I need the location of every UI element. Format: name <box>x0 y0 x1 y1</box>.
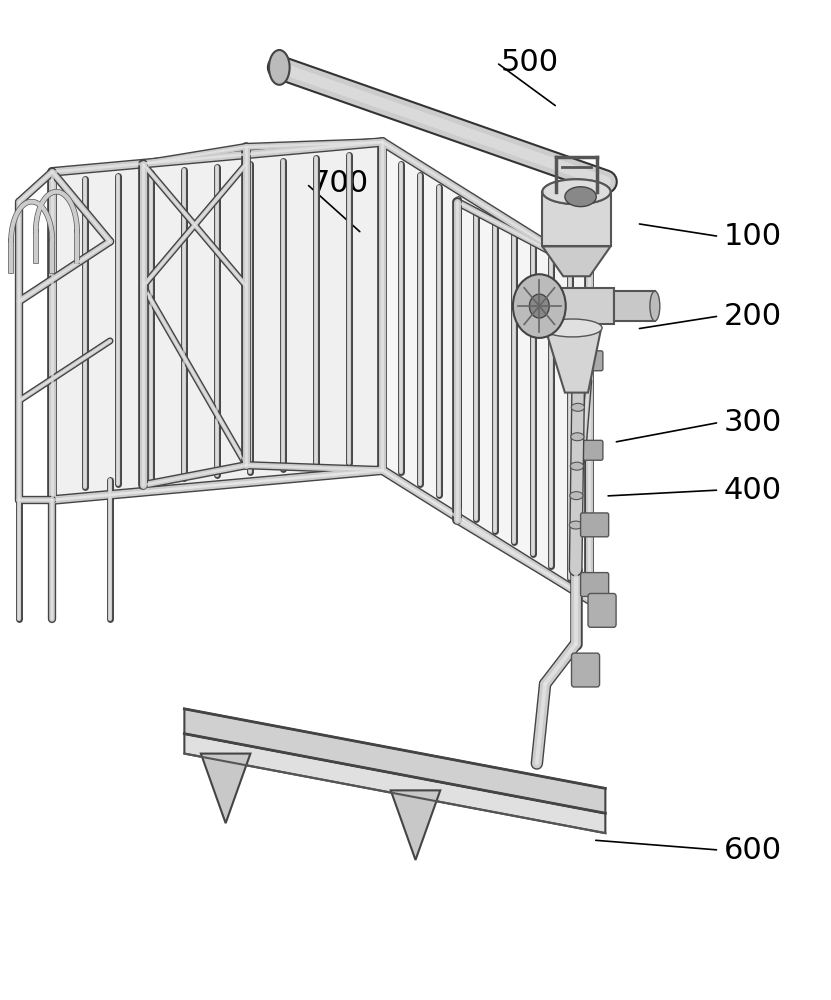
Ellipse shape <box>571 433 584 441</box>
Ellipse shape <box>571 403 584 411</box>
Polygon shape <box>543 246 611 276</box>
Polygon shape <box>539 288 613 324</box>
Text: 200: 200 <box>724 302 781 331</box>
Circle shape <box>513 274 566 338</box>
Polygon shape <box>184 734 605 833</box>
Ellipse shape <box>570 462 583 470</box>
Text: 300: 300 <box>724 408 782 437</box>
FancyBboxPatch shape <box>581 573 608 596</box>
Ellipse shape <box>565 187 597 207</box>
Text: 500: 500 <box>500 48 558 77</box>
Polygon shape <box>184 709 605 813</box>
FancyBboxPatch shape <box>583 440 602 460</box>
Polygon shape <box>201 754 250 823</box>
Polygon shape <box>545 328 601 393</box>
Ellipse shape <box>569 521 583 529</box>
Ellipse shape <box>650 291 660 321</box>
Text: 100: 100 <box>724 222 781 251</box>
Polygon shape <box>613 291 655 321</box>
Polygon shape <box>52 142 382 500</box>
Text: 700: 700 <box>311 169 369 198</box>
Text: 400: 400 <box>724 476 781 505</box>
Ellipse shape <box>269 50 290 85</box>
Ellipse shape <box>570 492 583 500</box>
FancyBboxPatch shape <box>588 593 616 627</box>
Polygon shape <box>391 790 440 860</box>
Polygon shape <box>543 192 611 246</box>
Ellipse shape <box>543 319 602 337</box>
FancyBboxPatch shape <box>583 351 602 371</box>
FancyBboxPatch shape <box>572 653 600 687</box>
Text: 600: 600 <box>724 836 781 865</box>
Ellipse shape <box>543 179 611 204</box>
Polygon shape <box>382 142 589 599</box>
FancyBboxPatch shape <box>581 513 608 537</box>
Ellipse shape <box>543 179 611 204</box>
Circle shape <box>529 294 549 318</box>
